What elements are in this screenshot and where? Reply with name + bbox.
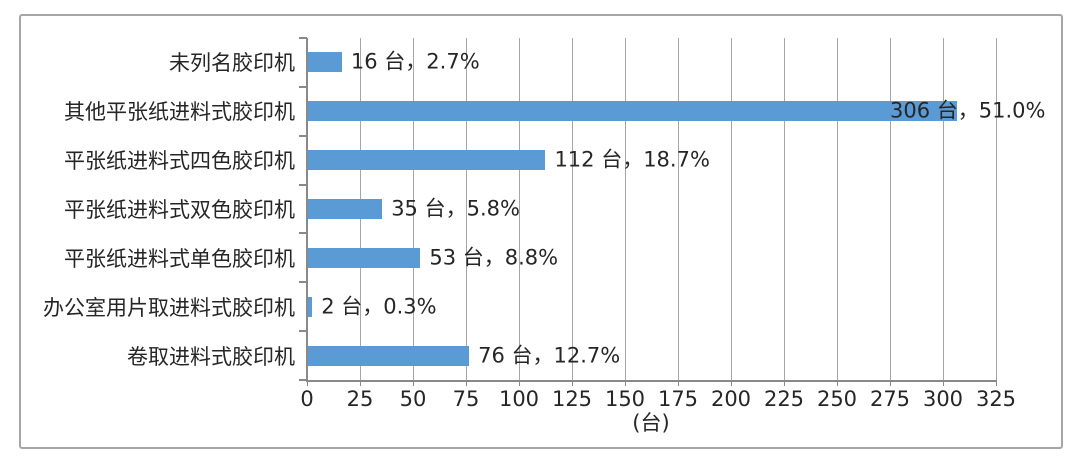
category-label: 平张纸进料式单色胶印机 — [64, 246, 295, 271]
category-label: 平张纸进料式四色胶印机 — [64, 149, 295, 174]
x-tick-label: 175 — [657, 387, 699, 411]
x-tick-mark — [836, 380, 838, 386]
x-tick-mark — [783, 380, 785, 386]
x-tick-mark — [624, 380, 626, 386]
bar — [308, 345, 470, 366]
x-tick-mark — [730, 380, 732, 386]
bar-value-label: 112 台，18.7% — [554, 147, 710, 172]
x-tick-mark — [306, 380, 308, 386]
x-tick-mark — [995, 380, 997, 386]
bar — [308, 52, 342, 73]
gridline — [518, 38, 520, 380]
x-tick-mark — [571, 380, 573, 386]
gridline — [942, 38, 944, 380]
gridline — [889, 38, 891, 380]
x-tick-mark — [359, 380, 361, 386]
y-axis-line — [306, 38, 308, 382]
gridline — [995, 38, 997, 380]
x-tick-label: 225 — [763, 387, 805, 411]
bar-value-label: 2 台，0.3% — [321, 294, 437, 319]
gridline — [730, 38, 732, 380]
gridline — [624, 38, 626, 380]
x-tick-label: 0 — [300, 387, 314, 411]
y-tick-mark — [299, 379, 307, 381]
x-axis-line — [307, 380, 997, 382]
x-tick-label: 250 — [816, 387, 858, 411]
bar — [308, 247, 421, 268]
category-label: 未列名胶印机 — [169, 51, 295, 76]
gridline — [412, 38, 414, 380]
bar — [308, 101, 957, 122]
gridline — [571, 38, 573, 380]
x-axis-title: (台) — [632, 411, 670, 435]
x-tick-label: 25 — [346, 387, 374, 411]
x-tick-mark — [889, 380, 891, 386]
bar-value-label: 306 台，51.0% — [890, 98, 1046, 123]
x-tick-label: 75 — [452, 387, 480, 411]
y-tick-mark — [299, 85, 307, 88]
x-tick-label: 125 — [551, 387, 593, 411]
x-tick-label: 325 — [975, 387, 1017, 411]
bar-value-label: 53 台，8.8% — [429, 245, 559, 270]
y-tick-mark — [299, 232, 307, 235]
x-tick-mark — [677, 380, 679, 386]
category-label: 其他平张纸进料式胶印机 — [64, 100, 295, 125]
bar-value-label: 76 台，12.7% — [478, 343, 621, 368]
bar — [308, 150, 546, 171]
bar — [308, 296, 313, 317]
y-tick-mark — [299, 183, 307, 186]
x-tick-label: 200 — [710, 387, 752, 411]
x-tick-mark — [942, 380, 944, 386]
x-tick-label: 300 — [922, 387, 964, 411]
gridline — [836, 38, 838, 380]
category-label: 卷取进料式胶印机 — [127, 344, 295, 369]
x-tick-label: 275 — [869, 387, 911, 411]
x-tick-mark — [412, 380, 414, 386]
gridline — [783, 38, 785, 380]
y-tick-mark — [299, 330, 307, 333]
gridline — [677, 38, 679, 380]
x-tick-mark — [518, 380, 520, 386]
gridline — [465, 38, 467, 380]
bar — [308, 199, 383, 219]
x-tick-mark — [465, 380, 467, 386]
x-tick-label: 150 — [604, 387, 646, 411]
bar-value-label: 35 台，5.8% — [391, 196, 520, 221]
x-tick-label: 100 — [498, 387, 540, 411]
category-label: 办公室用片取进料式胶印机 — [43, 295, 295, 320]
y-tick-mark — [299, 134, 307, 137]
y-tick-mark — [299, 37, 307, 39]
chart-frame: (台) 0 25 50 75 100 125 150 175 200 225 250 275 300 32… — [19, 14, 1063, 449]
x-tick-label: 50 — [399, 387, 427, 411]
category-label: 平张纸进料式双色胶印机 — [64, 197, 295, 222]
bar-value-label: 16 台，2.7% — [350, 49, 480, 74]
y-tick-mark — [299, 281, 307, 284]
